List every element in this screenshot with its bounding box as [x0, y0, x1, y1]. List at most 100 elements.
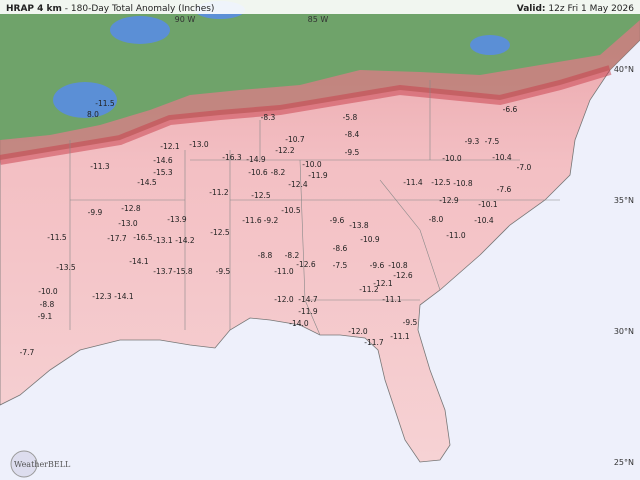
state-borders [69, 80, 560, 336]
station-value: -10.8 [453, 179, 473, 188]
station-value: -14.0 [289, 319, 309, 328]
station-value: -8.6 [333, 244, 348, 253]
station-value: -7.0 [517, 163, 532, 172]
station-value: -11.7 [364, 338, 384, 347]
station-value: -10.6 [248, 168, 268, 177]
station-value: -8.2 [285, 251, 300, 260]
station-values: -11.5 8.0 -12.1 -13.0 -11.3 -14.5-15.3 -14.6 -1… [20, 99, 532, 357]
station-value: -12.9 [439, 196, 459, 205]
station-value: -8.8 [258, 251, 273, 260]
station-value: -15.8 [173, 267, 193, 276]
station-value: -9.1 [38, 312, 53, 321]
station-value: -9.5 [345, 148, 360, 157]
station-value: -5.8 [343, 113, 358, 122]
valid-label: Valid: [517, 4, 546, 14]
station-value: -11.2 [209, 188, 229, 197]
station-value: -10.0 [38, 287, 58, 296]
station-value: 8.0 [87, 110, 99, 119]
station-value: -9.5 [403, 318, 418, 327]
station-value: -11.0 [446, 231, 466, 240]
station-value: -10.0 [302, 160, 322, 169]
station-value: -13.8 [349, 221, 369, 230]
station-value: -12.1 [160, 142, 180, 151]
station-value: -6.6 [503, 105, 518, 114]
station-value: -12.6 [393, 271, 413, 280]
station-value: -13.0 [189, 140, 209, 149]
station-value: -12.3 [92, 292, 112, 301]
station-value: -11.9 [308, 171, 328, 180]
station-value: -11.9 [298, 307, 318, 316]
station-value: -8.0 [429, 215, 444, 224]
station-value: -13.0 [118, 219, 138, 228]
station-value: -11.2 [359, 285, 379, 294]
lat-label: 40°N [614, 65, 634, 74]
station-value: -14.1 [114, 292, 134, 301]
station-value: -12.1 [373, 279, 393, 288]
title: - 180-Day Total Anomaly (Inches) [65, 4, 215, 14]
station-value: -12.2 [275, 146, 295, 155]
station-value: -15.3 [153, 168, 173, 177]
valid: Valid: 12z Fri 1 May 2026 [517, 4, 634, 14]
station-value: -10.1 [478, 200, 498, 209]
station-value: -14.6 [153, 156, 173, 165]
station-value: -9.2 [264, 216, 279, 225]
station-value: -12.4 [288, 180, 308, 189]
station-value: -14.1 [129, 257, 149, 266]
lat-label: 35°N [614, 196, 634, 205]
station-value: -12.5 [210, 228, 230, 237]
station-value: -11.5 [47, 233, 67, 242]
station-value: -13.7 [153, 267, 173, 276]
station-value: -9.6 [370, 261, 385, 270]
station-value: -10.4 [474, 216, 494, 225]
station-value: -17.7 [107, 234, 127, 243]
station-value: -14.9 [246, 155, 266, 164]
station-value: -11.6 [242, 216, 262, 225]
station-value: -16.5 [133, 233, 153, 242]
station-value: -9.3 [465, 137, 480, 146]
station-value: -7.5 [485, 137, 500, 146]
station-value: -10.0 [442, 154, 462, 163]
station-value: -11.3 [90, 162, 110, 171]
lon-label: 90 W [175, 15, 196, 24]
station-value: -8.4 [345, 130, 360, 139]
lat-label: 25°N [614, 458, 634, 467]
station-value: -10.7 [285, 135, 305, 144]
station-value: -11.1 [390, 332, 410, 341]
station-value: -10.5 [281, 206, 301, 215]
station-value: -12.5 [431, 178, 451, 187]
station-value: -7.6 [497, 185, 512, 194]
station-value: -12.0 [348, 327, 368, 336]
header-bar [0, 0, 640, 14]
station-value: -12.6 [296, 260, 316, 269]
station-value: -12.8 [121, 204, 141, 213]
station-value: -11.0 [274, 267, 294, 276]
station-value: -12.5 [251, 191, 271, 200]
wet-spot [53, 82, 117, 118]
station-value: -11.5 [95, 99, 115, 108]
station-value: -16.3 [222, 153, 242, 162]
wet-spot [470, 35, 510, 55]
station-value: -9.5 [216, 267, 231, 276]
station-value: -7.5 [333, 261, 348, 270]
station-value: -10.8 [388, 261, 408, 270]
station-value: -10.9 [360, 235, 380, 244]
station-value: -8.2 [271, 168, 286, 177]
station-value: -11.4 [403, 178, 423, 187]
station-value: -9.9 [88, 208, 103, 217]
wet-spot [110, 16, 170, 44]
station-value: -13.1 [153, 236, 173, 245]
lon-label: 85 W [308, 15, 329, 24]
header: HRAP 4 km - 180-Day Total Anomaly (Inche… [6, 4, 214, 14]
logo: WeatherBELL [14, 460, 71, 469]
station-value: -14.7 [298, 295, 318, 304]
station-value: -14.5 [137, 178, 157, 187]
station-value: -9.6 [330, 216, 345, 225]
model: HRAP 4 km [6, 4, 62, 14]
dry-band [0, 65, 612, 165]
logo-globe [10, 450, 38, 478]
station-value: -13.9 [167, 215, 187, 224]
station-value: -8.8 [40, 300, 55, 309]
station-value: -11.1 [382, 295, 402, 304]
valid-time: 12z Fri 1 May 2026 [548, 4, 634, 14]
